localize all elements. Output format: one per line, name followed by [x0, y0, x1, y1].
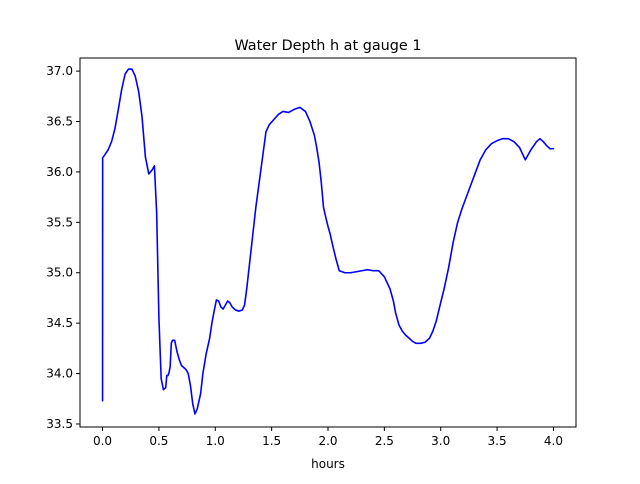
plot-area: 0.0 0.5 1.0 1.5 2.0 2.5 3.0 3.5 4.0 33.5 34.0 34.5 3… [46, 57, 577, 448]
x-axis-label: hours [311, 457, 345, 471]
x-tick-label: 0.5 [149, 434, 168, 448]
y-tick-label: 37.0 [46, 64, 73, 78]
y-tick-label: 33.5 [46, 417, 73, 431]
series-line-0 [101, 68, 555, 415]
x-tick-label: 2.5 [375, 434, 394, 448]
x-tick-label: 0.0 [93, 434, 112, 448]
x-tick-label: 3.0 [431, 434, 450, 448]
y-tick-label: 35.5 [46, 215, 73, 229]
chart-title: Water Depth h at gauge 1 [234, 38, 421, 54]
y-tick-label: 35.0 [46, 266, 73, 280]
y-tick-label: 34.5 [46, 316, 73, 330]
x-tick-label: 4.0 [544, 434, 563, 448]
y-tick-label: 36.0 [46, 165, 73, 179]
x-tick-label: 1.5 [262, 434, 281, 448]
y-tick-label: 34.0 [46, 367, 73, 381]
x-tick-label: 1.0 [206, 434, 225, 448]
x-tick-label: 2.0 [318, 434, 337, 448]
y-tick-label: 36.5 [46, 115, 73, 129]
x-tick-label: 3.5 [488, 434, 507, 448]
